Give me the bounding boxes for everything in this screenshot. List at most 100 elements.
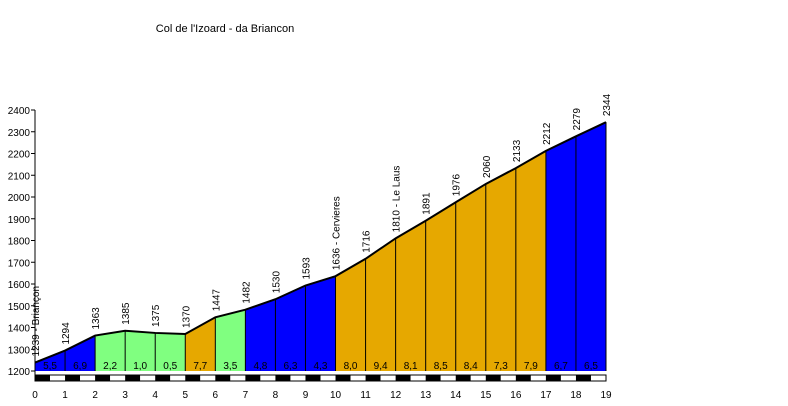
x-tick-label: 3 xyxy=(122,390,128,401)
altitude-label: 1370 xyxy=(181,305,192,328)
chart-title: Col de l'Izoard - da Briancon xyxy=(156,23,294,35)
km-strip-block-dark xyxy=(155,375,171,381)
segment-area xyxy=(125,330,156,371)
km-strip-block-dark xyxy=(365,375,381,381)
x-tick-label: 13 xyxy=(420,390,432,401)
km-strip-block-light xyxy=(260,375,276,381)
km-strip-block-dark xyxy=(65,375,81,381)
altitude-label: 2060 xyxy=(482,155,493,178)
km-strip-block-light xyxy=(500,375,516,381)
km-strip-block-light xyxy=(290,375,306,381)
km-strip-block-light xyxy=(590,375,606,381)
altitude-label: 1976 xyxy=(452,174,463,197)
segment-area xyxy=(425,202,456,371)
altitude-label: 1375 xyxy=(151,304,162,327)
segment-area xyxy=(35,350,66,371)
segment-area xyxy=(575,122,606,372)
gradient-label: 4,3 xyxy=(314,361,328,372)
km-strip-block-dark xyxy=(545,375,561,381)
gradient-label: 9,4 xyxy=(374,361,388,372)
y-tick-label: 2200 xyxy=(8,150,31,161)
segment-area xyxy=(485,168,516,371)
altitude-label: 1363 xyxy=(91,307,102,330)
km-strip-block-dark xyxy=(95,375,111,381)
gradient-label: 1,0 xyxy=(133,361,147,372)
km-strip-block-light xyxy=(470,375,486,381)
altitude-label: 1482 xyxy=(241,281,252,304)
axes: 1200130014001500160017001800190020002100… xyxy=(8,106,612,401)
segment-area xyxy=(365,238,396,371)
altitude-label: 1716 xyxy=(362,230,373,253)
y-tick-label: 2300 xyxy=(8,128,31,139)
km-strip-block-light xyxy=(170,375,186,381)
segment-area xyxy=(335,258,366,371)
km-strip-block-light xyxy=(230,375,246,381)
km-strip-block-dark xyxy=(575,375,591,381)
altitude-label: 1891 xyxy=(422,192,433,215)
segment-area xyxy=(545,136,576,371)
km-strip-block-light xyxy=(320,375,336,381)
x-tick-label: 15 xyxy=(480,390,492,401)
km-strip-block-dark xyxy=(35,375,51,381)
x-tick-label: 5 xyxy=(182,390,188,401)
x-tick-label: 17 xyxy=(540,390,552,401)
gradient-label: 7,3 xyxy=(494,361,508,372)
y-tick-label: 1800 xyxy=(8,237,31,248)
y-tick-label: 1200 xyxy=(8,367,31,378)
x-tick-label: 11 xyxy=(360,390,371,401)
segment-area xyxy=(395,220,426,371)
km-strip-block-dark xyxy=(485,375,501,381)
x-tick-label: 4 xyxy=(152,390,158,401)
km-strip-block-light xyxy=(110,375,126,381)
km-strip-block-light xyxy=(440,375,456,381)
gradient-label: 7,7 xyxy=(193,361,207,372)
altitude-label: 2212 xyxy=(542,122,553,145)
km-strip-block-light xyxy=(50,375,66,381)
altitude-label: 1593 xyxy=(301,257,312,280)
x-tick-label: 1 xyxy=(62,390,68,401)
gradient-label: 8,0 xyxy=(344,361,358,372)
segment-area xyxy=(65,335,96,371)
gradient-label: 6,3 xyxy=(283,361,297,372)
segment-area xyxy=(275,285,306,371)
km-strip-block-light xyxy=(80,375,96,381)
km-strip-block-dark xyxy=(395,375,411,381)
profile-line-group xyxy=(34,121,607,364)
segment-area xyxy=(155,332,186,371)
segment-dividers xyxy=(34,122,607,371)
gradient-label: 6,7 xyxy=(554,361,568,372)
km-strip-block-dark xyxy=(335,375,351,381)
segment-fills xyxy=(35,122,606,372)
gradient-label: 6,5 xyxy=(584,361,598,372)
altitude-label: 1385 xyxy=(121,302,132,325)
segment-area xyxy=(215,309,246,371)
altitude-label: 1636 - Cervieres xyxy=(332,196,343,270)
km-strip-block-dark xyxy=(515,375,531,381)
profile-line xyxy=(34,121,607,364)
km-strip-block-dark xyxy=(275,375,291,381)
y-tick-label: 1900 xyxy=(8,215,31,226)
gradient-label: 8,1 xyxy=(404,361,418,372)
y-tick-label: 1300 xyxy=(8,345,31,356)
gradient-label: 4,8 xyxy=(253,361,267,372)
gradient-label: 8,4 xyxy=(464,361,478,372)
x-tick-label: 10 xyxy=(330,390,342,401)
altitude-label: 2279 xyxy=(572,108,583,131)
altitude-label: 1447 xyxy=(211,289,222,312)
altitude-label: 2344 xyxy=(602,93,613,116)
y-tick-label: 1600 xyxy=(8,280,31,291)
y-tick-label: 1700 xyxy=(8,258,31,269)
gradient-label: 8,5 xyxy=(434,361,448,372)
gradient-label: 5,5 xyxy=(43,361,57,372)
km-strip-block-dark xyxy=(185,375,201,381)
gradient-label: 3,5 xyxy=(223,361,237,372)
altitude-label: 1530 xyxy=(271,271,282,294)
km-strip-block-light xyxy=(560,375,576,381)
altitude-label: 2133 xyxy=(512,139,523,162)
gradient-label: 7,9 xyxy=(524,361,538,372)
x-tick-label: 18 xyxy=(570,390,582,401)
y-tick-label: 2100 xyxy=(8,171,31,182)
x-tick-label: 19 xyxy=(600,390,612,401)
x-tick-label: 14 xyxy=(450,390,462,401)
km-strip-block-light xyxy=(410,375,426,381)
